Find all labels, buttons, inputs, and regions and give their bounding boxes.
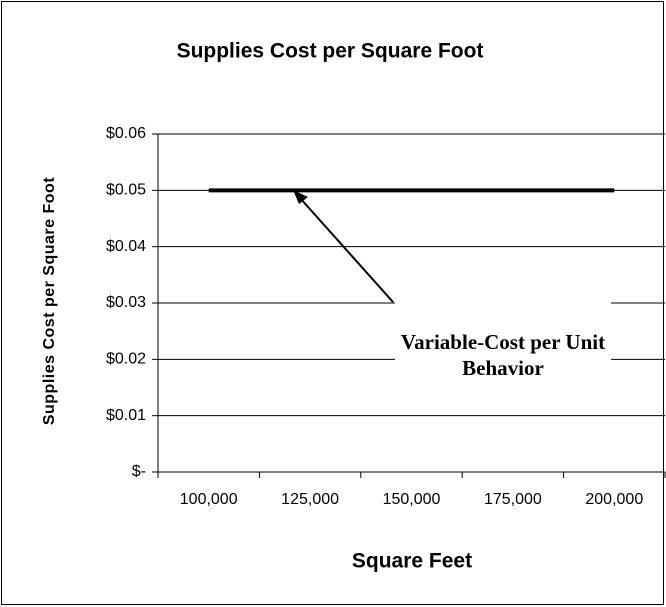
- y-tick-label: $0.05: [106, 182, 146, 199]
- annotation: Variable-Cost per Unit Behavior: [395, 300, 611, 410]
- y-tick-label: $-: [132, 463, 146, 480]
- y-axis-title: Supplies Cost per Square Foot: [41, 176, 58, 426]
- y-tick-label: $0.06: [106, 125, 146, 142]
- x-tick-label: 125,000: [281, 491, 339, 508]
- x-tick-label: 175,000: [484, 491, 542, 508]
- x-tick-label: 150,000: [383, 491, 441, 508]
- arrow-head: [293, 190, 308, 204]
- y-tick-label: $0.02: [106, 351, 146, 368]
- y-tick-label: $0.03: [106, 294, 146, 311]
- chart-title: Supplies Cost per Square Foot: [177, 40, 484, 63]
- y-tick-label: $0.04: [106, 238, 146, 255]
- y-tick-label: $0.01: [106, 407, 146, 424]
- annotation-arrow: [299, 197, 394, 303]
- x-axis-title: Square Feet: [352, 550, 472, 573]
- x-tick-label: 100,000: [180, 491, 238, 508]
- x-tick-label: 200,000: [585, 491, 643, 508]
